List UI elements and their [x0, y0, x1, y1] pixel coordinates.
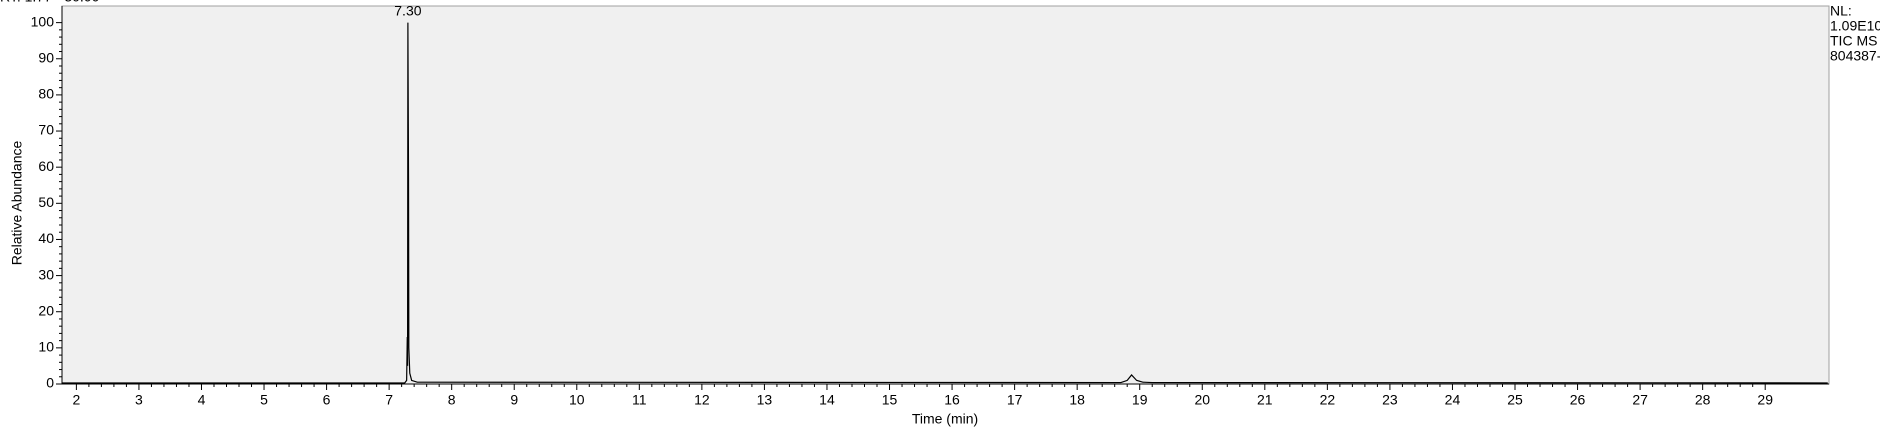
chromatogram-trace [62, 22, 1828, 384]
x-tick-label: 13 [757, 392, 773, 408]
x-tick-label: 24 [1445, 392, 1461, 408]
x-tick-label: 4 [198, 392, 206, 408]
y-axis-label: Relative Abundance [9, 141, 25, 266]
x-tick-label: 9 [510, 392, 518, 408]
x-tick-label: 6 [323, 392, 331, 408]
plot-area [61, 5, 1830, 385]
x-tick-label: 23 [1382, 392, 1398, 408]
y-tick-label: 40 [38, 230, 54, 246]
side-label: NL: [1830, 3, 1852, 19]
x-tick-label: 21 [1257, 392, 1273, 408]
y-tick-label: 70 [38, 122, 54, 138]
x-tick-label: 12 [694, 392, 710, 408]
y-tick-label: 50 [38, 194, 54, 210]
x-tick-label: 5 [260, 392, 268, 408]
x-tick-label: 14 [819, 392, 835, 408]
side-label: TIC MS [1830, 33, 1877, 49]
x-tick-label: 3 [135, 392, 143, 408]
x-tick-label: 26 [1570, 392, 1586, 408]
x-tick-label: 7 [385, 392, 393, 408]
x-tick-label: 25 [1507, 392, 1523, 408]
y-tick-label: 100 [31, 13, 55, 29]
x-axis-label: Time (min) [912, 411, 978, 427]
y-tick-label: 10 [38, 339, 54, 355]
side-label: 804387- [1830, 48, 1880, 64]
range-header: RT: 1.77 - 30.00 [0, 0, 100, 5]
x-tick-label: 10 [569, 392, 585, 408]
axes [56, 6, 1829, 390]
x-tick-label: 29 [1757, 392, 1773, 408]
x-tick-label: 15 [882, 392, 898, 408]
x-tick-label: 11 [632, 392, 647, 408]
x-tick-label: 8 [448, 392, 456, 408]
y-tick-label: 0 [46, 375, 54, 391]
x-tick-label: 27 [1632, 392, 1648, 408]
peak-label: 7.30 [394, 2, 421, 18]
side-label: 1.09E10 [1830, 18, 1880, 34]
x-tick-label: 17 [1007, 392, 1023, 408]
y-tick-label: 80 [38, 86, 54, 102]
x-tick-label: 16 [944, 392, 960, 408]
x-tick-label: 2 [72, 392, 80, 408]
y-tick-label: 30 [38, 266, 54, 282]
y-tick-label: 20 [38, 302, 54, 318]
x-tick-label: 22 [1320, 392, 1336, 408]
y-tick-label: 90 [38, 49, 54, 65]
x-tick-label: 18 [1069, 392, 1085, 408]
y-tick-label: 60 [38, 158, 54, 174]
x-tick-label: 28 [1695, 392, 1711, 408]
x-tick-label: 20 [1194, 392, 1210, 408]
x-tick-label: 19 [1132, 392, 1148, 408]
